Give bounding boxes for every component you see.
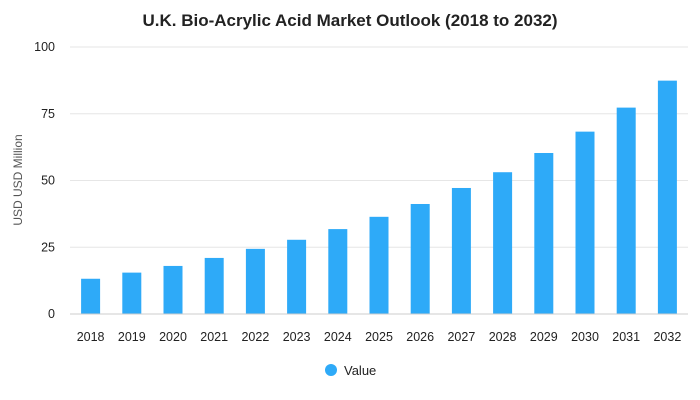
bar-2018[interactable] [81,278,101,314]
x-tick-label: 2019 [118,330,146,344]
bar-2021[interactable] [204,257,224,314]
legend[interactable]: Value [325,363,376,378]
bar-2023[interactable] [287,239,307,314]
chart-title: U.K. Bio-Acrylic Acid Market Outlook (20… [142,11,557,30]
x-tick-label: 2025 [365,330,393,344]
bar-2030[interactable] [575,131,595,314]
bar-2020[interactable] [163,265,183,314]
x-tick-label: 2023 [283,330,311,344]
legend-label-value: Value [344,363,376,378]
x-tick-label: 2026 [406,330,434,344]
x-tick-label: 2030 [571,330,599,344]
bar-2026[interactable] [410,203,430,314]
y-tick-label: 50 [41,174,55,188]
y-tick-label: 75 [41,107,55,121]
x-tick-label: 2028 [489,330,517,344]
x-tick-label: 2032 [653,330,681,344]
x-tick-label: 2027 [447,330,475,344]
bar-2032[interactable] [657,80,677,314]
bars [81,80,677,314]
bar-2029[interactable] [534,152,554,314]
bar-2031[interactable] [616,107,636,314]
x-tick-label: 2020 [159,330,187,344]
y-tick-label: 0 [48,307,55,321]
bar-2019[interactable] [122,272,142,314]
y-tick-label: 25 [41,240,55,254]
x-tick-label: 2018 [77,330,105,344]
bar-2027[interactable] [451,187,471,314]
bar-2025[interactable] [369,216,389,314]
x-tick-label: 2021 [200,330,228,344]
bar-2022[interactable] [245,248,265,314]
y-axis-title: USD USD Million [11,134,25,225]
bar-2024[interactable] [328,229,348,314]
x-tick-label: 2029 [530,330,558,344]
x-tick-label: 2022 [241,330,269,344]
legend-marker-value [325,364,337,376]
y-tick-label: 100 [34,40,55,54]
x-tick-label: 2024 [324,330,352,344]
y-axis-ticks: 0 25 50 75 100 [34,40,55,321]
x-axis-ticks: 2018 2019 2020 2021 2022 2023 2024 2025 2026 2027… [77,330,682,344]
bar-2028[interactable] [493,172,513,314]
x-tick-label: 2031 [612,330,640,344]
